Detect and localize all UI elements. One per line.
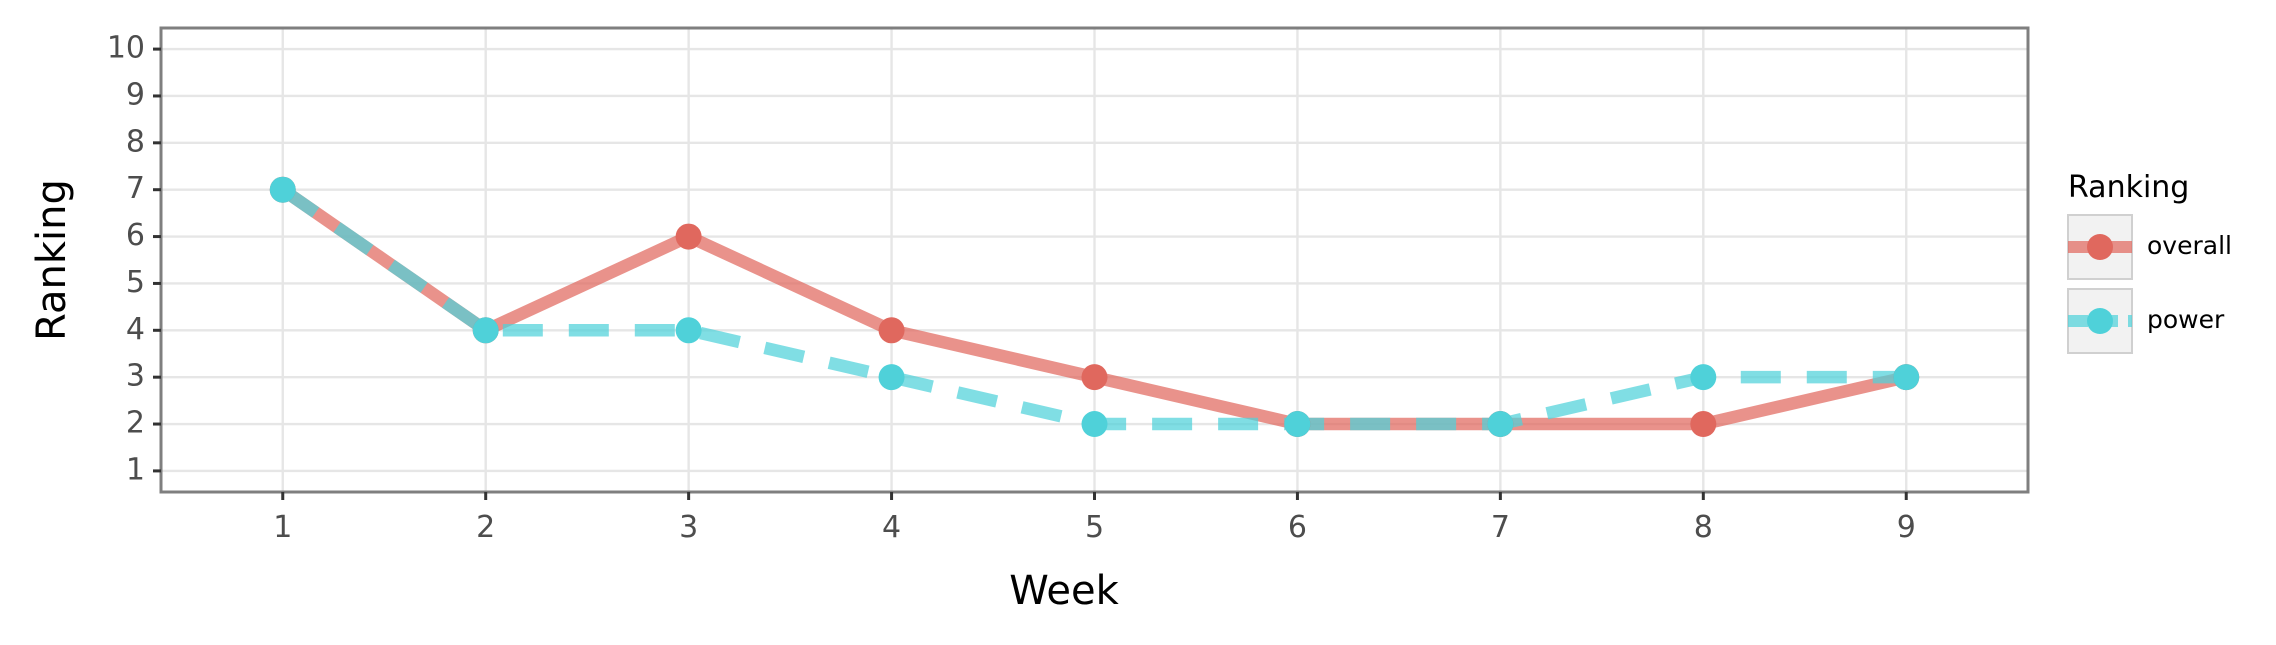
- y-tick-label-8: 8: [126, 124, 145, 159]
- y-tick-label-4: 4: [126, 312, 145, 347]
- point-overall-3: [675, 223, 702, 250]
- point-power-9: [1893, 364, 1920, 391]
- axis-layer: 1 2 3 4 5 6 7 8 9 10 1 2 3 4 5 6 7 8 9: [107, 31, 1916, 545]
- point-overall-5: [1081, 364, 1108, 391]
- legend-label-overall: overall: [2147, 231, 2232, 260]
- x-tick-label-7: 7: [1491, 510, 1510, 545]
- point-overall-8: [1690, 411, 1717, 438]
- legend-point-power: [2087, 308, 2113, 334]
- legend: Ranking overall power: [2067, 170, 2232, 354]
- point-power-8: [1690, 364, 1717, 391]
- x-tick-label-4: 4: [882, 510, 901, 545]
- x-tick-label-6: 6: [1288, 510, 1307, 545]
- legend-label-power: power: [2147, 305, 2225, 334]
- x-tick-label-5: 5: [1085, 510, 1104, 545]
- y-tick-label-3: 3: [126, 359, 145, 394]
- y-tick-label-7: 7: [126, 171, 145, 206]
- y-tick-label-10: 10: [107, 31, 145, 66]
- point-power-3: [675, 317, 702, 344]
- point-power-2: [472, 317, 499, 344]
- y-axis-title: Ranking: [29, 179, 75, 341]
- point-power-6: [1284, 411, 1311, 438]
- legend-items: overall power: [2067, 214, 2232, 354]
- y-tick-label-9: 9: [126, 77, 145, 112]
- legend-title: Ranking: [2068, 170, 2189, 205]
- x-tick-label-9: 9: [1897, 510, 1916, 545]
- y-tick-label-6: 6: [126, 218, 145, 253]
- point-power-4: [878, 364, 905, 391]
- point-power-7: [1487, 411, 1514, 438]
- point-power-5: [1081, 411, 1108, 438]
- y-tick-label-1: 1: [126, 452, 145, 487]
- x-axis-title: Week: [1009, 568, 1119, 614]
- x-tick-label-2: 2: [476, 510, 495, 545]
- x-tick-label-1: 1: [273, 510, 292, 545]
- series-layer: [269, 176, 1920, 438]
- point-overall-4: [878, 317, 905, 344]
- point-power-1: [269, 176, 296, 203]
- legend-point-overall: [2087, 234, 2113, 260]
- y-tick-label-2: 2: [126, 406, 145, 441]
- x-tick-label-3: 3: [679, 510, 698, 545]
- x-tick-label-8: 8: [1694, 510, 1713, 545]
- y-tick-label-5: 5: [126, 265, 145, 300]
